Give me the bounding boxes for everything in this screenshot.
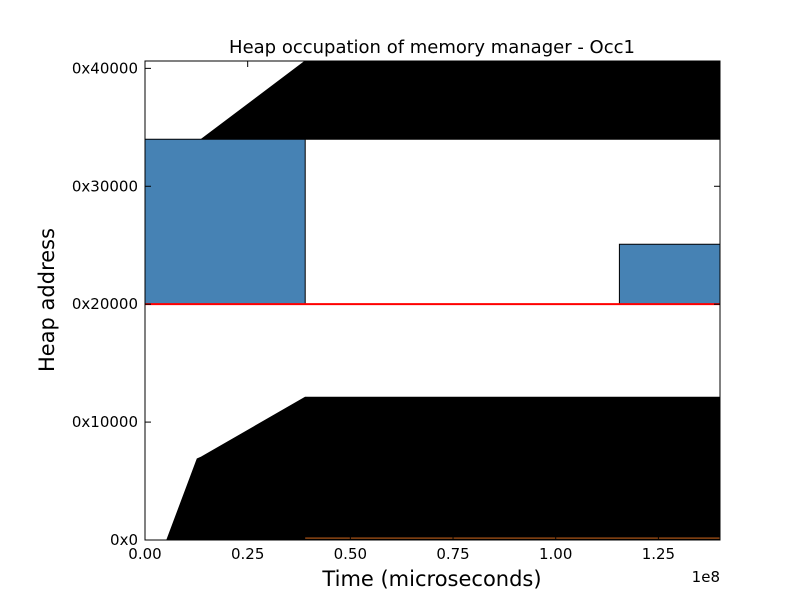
chart-title: Heap occupation of memory manager - Occ1 [229, 37, 635, 58]
x-tick-label: 0.75 [436, 545, 469, 563]
y-tick-label: 0x30000 [72, 177, 138, 195]
x-tick-label: 0.25 [231, 545, 264, 563]
y-tick-label: 0x0 [110, 531, 138, 549]
x-axis-title: Time (microseconds) [321, 567, 541, 591]
x-tick-label: 0.50 [334, 545, 367, 563]
plot-frame [144, 60, 721, 541]
y-tick-label: 0x40000 [72, 59, 138, 77]
occupied-region-1 [166, 396, 720, 540]
x-axis-offset-label: 1e8 [692, 568, 720, 586]
occupied-region-2 [199, 61, 720, 140]
x-tick-label: 1.00 [539, 545, 572, 563]
x-tick-label: 1.25 [642, 545, 675, 563]
y-tick-label: 0x10000 [72, 413, 138, 431]
heap-regions [145, 61, 720, 540]
allocated-region-3 [145, 138, 306, 305]
y-axis-title: Heap address [35, 228, 59, 372]
y-tick-label: 0x20000 [72, 295, 138, 313]
x-tick-label: 0.00 [128, 545, 161, 563]
allocated-region-4 [618, 243, 720, 305]
